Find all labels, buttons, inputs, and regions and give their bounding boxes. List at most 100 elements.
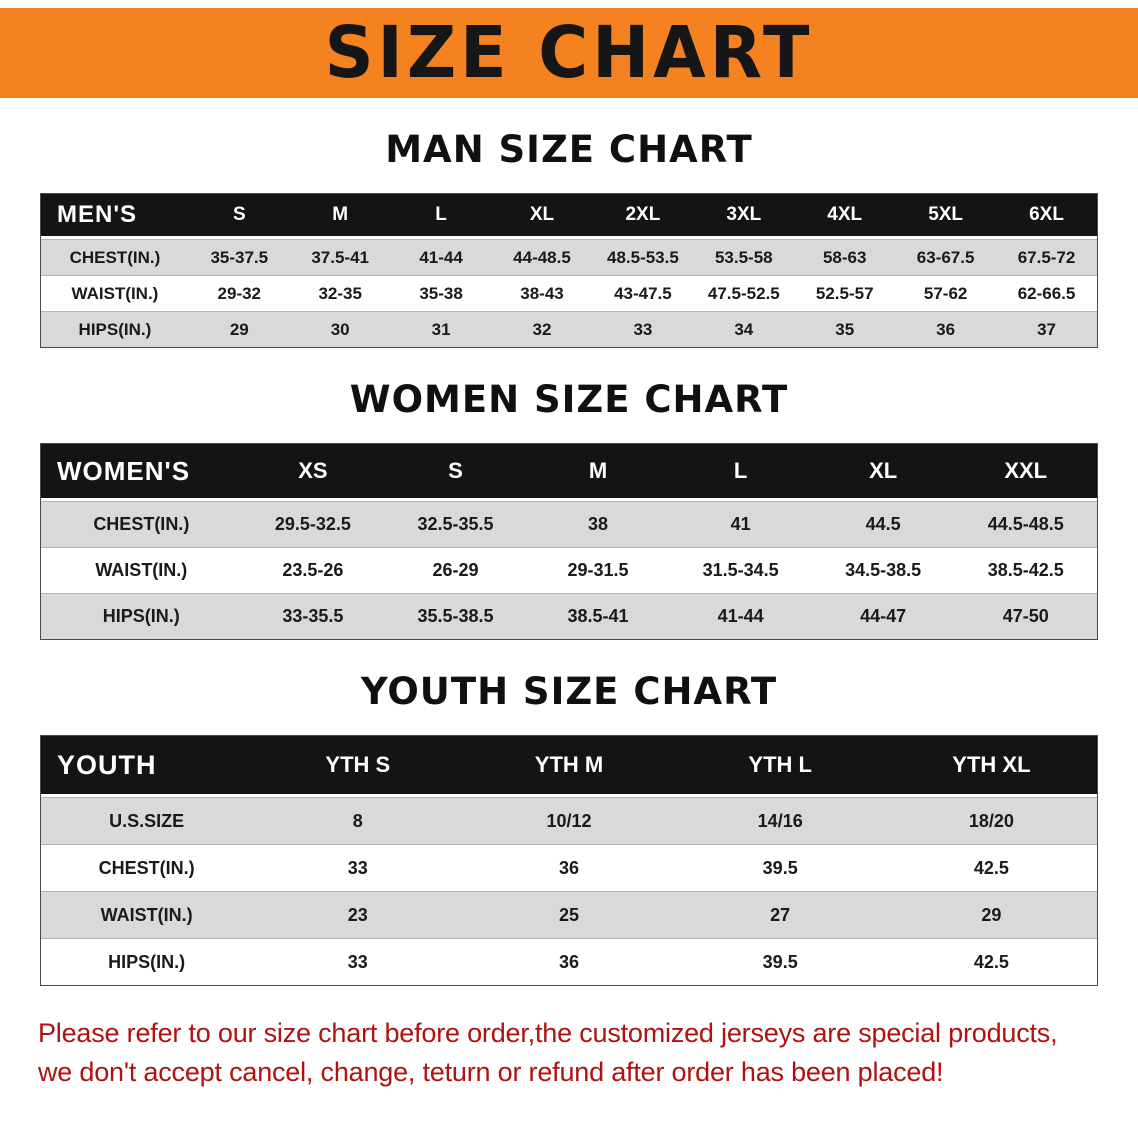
size-column-header: XL	[869, 458, 898, 483]
table-row: U.S.SIZE 8 10/12 14/16 18/20	[41, 797, 1097, 844]
size-value-cell: 29.5-32.5	[274, 514, 351, 534]
size-value-cell: 35-37.5	[210, 247, 269, 267]
size-column-header: XS	[298, 458, 328, 483]
size-value-cell: 31.5-34.5	[702, 560, 779, 580]
size-value-cell: 42.5	[973, 857, 1009, 878]
size-column-header: M	[332, 204, 349, 225]
size-column-header: S	[232, 204, 246, 225]
size-value-cell: 23	[347, 904, 368, 925]
size-value-cell: 26-29	[432, 560, 479, 580]
row-label: U.S.SIZE	[109, 810, 185, 831]
size-column-header: L	[733, 458, 748, 483]
size-value-cell: 18/20	[968, 810, 1014, 831]
table-header-label: YOUTH	[57, 749, 157, 780]
size-value-cell: 35-38	[419, 283, 463, 303]
size-column-header: L	[435, 204, 447, 225]
size-column-header: M	[588, 458, 608, 483]
size-value-cell: 35.5-38.5	[417, 606, 494, 626]
table-row: CHEST(IN.) 29.5-32.5 32.5-35.5 38 41 44.5 44.5…	[41, 501, 1097, 547]
row-label: WAIST(IN.)	[95, 560, 188, 580]
size-column-header: S	[448, 458, 463, 483]
size-value-cell: 41	[730, 514, 751, 534]
size-value-cell: 33	[633, 319, 653, 339]
table-row: WAIST(IN.) 23.5-26 26-29 29-31.5 31.5-34.5 34…	[41, 547, 1097, 593]
size-column-header: XXL	[1004, 458, 1048, 483]
order-note-line2: we don't accept cancel, change, teturn o…	[38, 1057, 944, 1088]
size-value-cell: 41-44	[419, 247, 463, 267]
size-value-cell: 36	[936, 319, 956, 339]
row-label: HIPS(IN.)	[102, 606, 180, 626]
table-row: CHEST(IN.) 35-37.5 37.5-41 41-44 44-48.5 48.5…	[41, 239, 1097, 275]
size-value-cell: 44-48.5	[513, 247, 571, 267]
youth-section-heading: YOUTH SIZE CHART	[360, 670, 778, 713]
size-value-cell: 10/12	[546, 810, 592, 831]
size-value-cell: 67.5-72	[1017, 247, 1076, 267]
size-value-cell: 25	[558, 904, 579, 925]
size-value-cell: 35	[835, 319, 855, 339]
row-label: HIPS(IN.)	[108, 951, 186, 972]
table-header-row: YOUTH YTH S YTH M YTH L YTH XL	[41, 736, 1097, 797]
size-value-cell: 36	[558, 951, 579, 972]
row-label: HIPS(IN.)	[78, 319, 152, 339]
order-note: Please refer to our size chart before or…	[38, 1014, 1108, 1092]
size-column-header: YTH M	[534, 752, 604, 777]
table-row: HIPS(IN.) 33-35.5 35.5-38.5 38.5-41 41-44 44-…	[41, 593, 1097, 639]
size-value-cell: 63-67.5	[916, 247, 975, 267]
size-column-header: 4XL	[827, 204, 863, 225]
size-value-cell: 36	[558, 857, 579, 878]
table-header-row: WOMEN'S XS S M L XL XXL	[41, 444, 1097, 501]
women-size-table: WOMEN'S XS S M L XL XXL CHEST(IN.) 29.5-32.5 32.5…	[40, 443, 1098, 640]
row-label: CHEST(IN.)	[69, 247, 161, 267]
size-value-cell: 38.5-42.5	[987, 560, 1064, 580]
size-value-cell: 33-35.5	[282, 606, 344, 626]
size-value-cell: 29	[981, 904, 1002, 925]
size-value-cell: 38	[588, 514, 609, 534]
size-value-cell: 44.5-48.5	[987, 514, 1064, 534]
row-label: WAIST(IN.)	[100, 904, 193, 925]
size-column-header: XL	[529, 204, 555, 225]
table-row: HIPS(IN.) 29 30 31 32 33 34 35 36 37	[41, 311, 1097, 347]
table-header-label: MEN'S	[57, 201, 138, 228]
size-column-header: 6XL	[1029, 204, 1064, 225]
men-section-heading: MAN SIZE CHART	[385, 128, 753, 171]
size-value-cell: 43-47.5	[614, 283, 672, 303]
size-value-cell: 53.5-58	[714, 247, 773, 267]
men-size-table: MEN'S S M L XL 2XL 3XL 4XL 5XL 6XL CHEST(IN.) 35-37…	[40, 193, 1098, 348]
size-value-cell: 57-62	[923, 283, 968, 303]
size-value-cell: 47.5-52.5	[707, 283, 780, 303]
size-value-cell: 42.5	[973, 951, 1009, 972]
row-label: CHEST(IN.)	[93, 514, 190, 534]
row-label: CHEST(IN.)	[98, 857, 195, 878]
size-value-cell: 47-50	[1002, 606, 1049, 626]
size-value-cell: 52.5-57	[815, 283, 874, 303]
size-value-cell: 37	[1037, 319, 1056, 339]
size-column-header: 3XL	[726, 204, 762, 225]
table-row: WAIST(IN.) 23 25 27 29	[41, 891, 1097, 938]
size-value-cell: 34	[734, 319, 754, 339]
size-value-cell: 29	[229, 319, 249, 339]
size-value-cell: 37.5-41	[311, 247, 370, 267]
table-header-label: WOMEN'S	[57, 455, 191, 486]
size-value-cell: 33	[347, 951, 368, 972]
size-value-cell: 39.5	[762, 951, 798, 972]
size-value-cell: 38-43	[520, 283, 564, 303]
size-value-cell: 14/16	[757, 810, 803, 831]
size-value-cell: 33	[347, 857, 368, 878]
size-value-cell: 32	[532, 319, 552, 339]
size-value-cell: 23.5-26	[282, 560, 344, 580]
size-column-header: 5XL	[928, 204, 964, 225]
order-note-line1: Please refer to our size chart before or…	[38, 1018, 1058, 1048]
size-column-header: 2XL	[625, 204, 661, 225]
size-value-cell: 32.5-35.5	[417, 514, 494, 534]
size-value-cell: 58-63	[822, 247, 867, 267]
size-value-cell: 29-32	[217, 283, 262, 303]
size-column-header: YTH S	[325, 752, 391, 777]
page-title: SIZE CHART	[324, 11, 814, 95]
size-column-header: YTH XL	[952, 752, 1031, 777]
size-value-cell: 41-44	[717, 606, 764, 626]
row-label: WAIST(IN.)	[71, 283, 159, 303]
women-section-heading: WOMEN SIZE CHART	[349, 378, 789, 421]
size-value-cell: 44.5	[865, 514, 901, 534]
size-value-cell: 44-47	[860, 606, 907, 626]
size-column-header: YTH L	[748, 752, 812, 777]
